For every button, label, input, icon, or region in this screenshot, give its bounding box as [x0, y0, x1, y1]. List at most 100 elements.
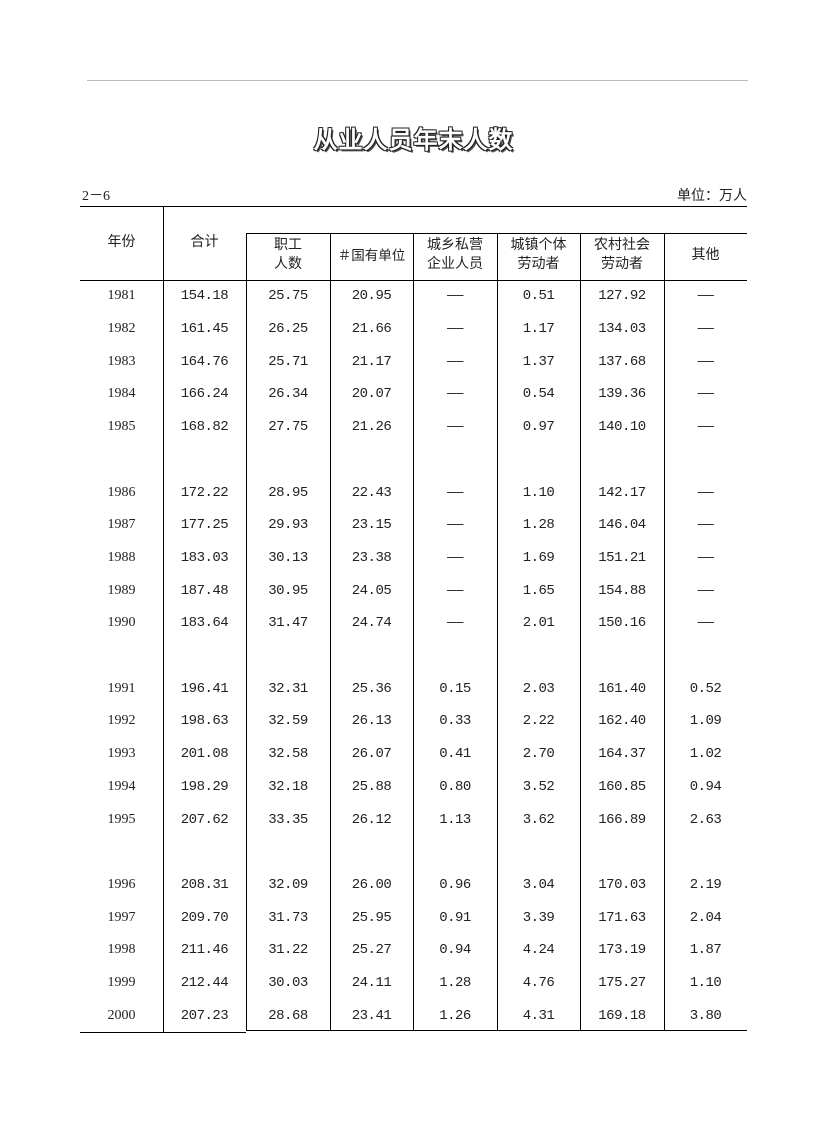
- table-cell: 168.82: [180, 419, 229, 436]
- table-cell: 25.71: [268, 353, 308, 370]
- table-cell: 28.95: [268, 484, 308, 501]
- table-cell: 20.07: [351, 386, 392, 403]
- table-cell: 196.41: [180, 680, 229, 697]
- table-cell: 172.22: [180, 484, 229, 501]
- table-cell: 164.37: [598, 746, 646, 763]
- table-cell: 140.10: [598, 419, 646, 436]
- top-rule: [87, 80, 748, 81]
- column-divider: [413, 233, 414, 1030]
- table-cell: 23.15: [351, 517, 392, 534]
- row-year: 1996: [107, 876, 136, 892]
- row-year: 1997: [107, 909, 136, 925]
- table-cell: 24.05: [351, 582, 392, 599]
- column-divider: [330, 233, 331, 1030]
- table-cell: 1.10: [689, 975, 722, 992]
- table-cell: 142.17: [598, 484, 646, 501]
- table-cell: 26.00: [351, 876, 392, 893]
- table-cell: ——: [447, 386, 463, 403]
- column-header-state: ＃国有单位: [337, 248, 406, 263]
- table-cell: ——: [447, 419, 463, 436]
- table-cell: 32.18: [268, 778, 308, 795]
- row-year: 1990: [107, 615, 136, 631]
- table-cell: 1.28: [522, 517, 555, 534]
- table-cell: 21.66: [351, 321, 392, 338]
- table-cell: 171.63: [598, 909, 646, 926]
- table-cell: 1.02: [689, 746, 722, 763]
- table-cell: ——: [447, 353, 463, 370]
- column-header-other: 其他: [691, 248, 720, 263]
- table-cell: ——: [697, 288, 714, 305]
- table-cell: 183.03: [180, 549, 229, 566]
- row-year: 1982: [107, 321, 136, 337]
- column-header-rural: 农村社会 劳动者: [580, 236, 664, 274]
- table-cell: 201.08: [180, 746, 229, 763]
- table-cell: 23.41: [351, 1007, 392, 1024]
- table-cell: 162.40: [598, 713, 646, 730]
- table-cell: 3.04: [522, 876, 555, 893]
- table-cell: 166.89: [598, 811, 646, 828]
- table-cell: 198.29: [180, 778, 229, 795]
- header-line: 劳动者: [517, 257, 560, 272]
- row-year: 2000: [107, 1007, 136, 1023]
- table-cell: 164.76: [180, 353, 229, 370]
- table-cell: 4.24: [522, 942, 555, 959]
- column-header-staff: 职工 人数: [246, 236, 330, 274]
- row-year: 1994: [107, 778, 136, 794]
- row-year: 1987: [107, 517, 136, 533]
- table-cell: 146.04: [598, 517, 646, 534]
- table-cell: 3.62: [522, 811, 555, 828]
- row-year: 1998: [107, 942, 136, 958]
- header-line: 人数: [274, 257, 302, 272]
- table-cell: 177.25: [180, 517, 229, 534]
- table-cell: 26.25: [268, 321, 308, 338]
- table-cell: ——: [697, 353, 714, 370]
- header-line: 企业人员: [427, 257, 483, 272]
- table-bottom-rule: [246, 1030, 747, 1031]
- table-cell: 32.09: [268, 876, 308, 893]
- table-cell: 2.03: [522, 680, 555, 697]
- table-cell: ——: [697, 517, 714, 534]
- table-cell: 24.74: [351, 615, 392, 632]
- table-cell: 3.39: [522, 909, 555, 926]
- table-cell: 26.12: [351, 811, 392, 828]
- subheader-rule: [246, 233, 747, 234]
- table-cell: 1.17: [522, 321, 555, 338]
- table-cell: 30.13: [268, 549, 308, 566]
- row-year: 1983: [107, 353, 136, 369]
- table-cell: 211.46: [180, 942, 229, 959]
- table-cell: 2.04: [689, 909, 722, 926]
- column-header-total: 合计: [190, 235, 219, 250]
- table-cell: 207.23: [180, 1007, 229, 1024]
- row-year: 1989: [107, 582, 136, 598]
- table-cell: 137.68: [598, 353, 646, 370]
- table-cell: 175.27: [598, 975, 646, 992]
- table-cell: 1.65: [522, 582, 555, 599]
- table-cell: 2.01: [522, 615, 555, 632]
- table-cell: 1.37: [522, 353, 555, 370]
- page-title: 从业人员年末人数: [313, 128, 514, 154]
- column-divider: [664, 233, 665, 1030]
- table-cell: 26.34: [268, 386, 308, 403]
- table-cell: 0.94: [439, 942, 471, 959]
- table-cell: 0.52: [689, 680, 722, 697]
- row-year: 1984: [107, 386, 136, 402]
- column-divider: [163, 206, 164, 1033]
- table-cell: 0.97: [522, 419, 555, 436]
- row-year: 1999: [107, 975, 136, 991]
- column-divider: [246, 233, 247, 1030]
- table-cell: 29.93: [268, 517, 308, 534]
- table-cell: 4.76: [522, 975, 555, 992]
- table-cell: 1.13: [439, 811, 471, 828]
- table-cell: 32.31: [268, 680, 308, 697]
- table-cell: 169.18: [598, 1007, 646, 1024]
- table-cell: ——: [447, 288, 463, 305]
- table-cell: 26.13: [351, 713, 392, 730]
- table-cell: 21.17: [351, 353, 392, 370]
- table-cell: 209.70: [180, 909, 229, 926]
- table-cell: 1.26: [439, 1007, 471, 1024]
- table-cell: ——: [447, 549, 463, 566]
- table-cell: 160.85: [598, 778, 646, 795]
- table-cell: 30.03: [268, 975, 308, 992]
- table-cell: 139.36: [598, 386, 646, 403]
- table-cell: 0.94: [689, 778, 722, 795]
